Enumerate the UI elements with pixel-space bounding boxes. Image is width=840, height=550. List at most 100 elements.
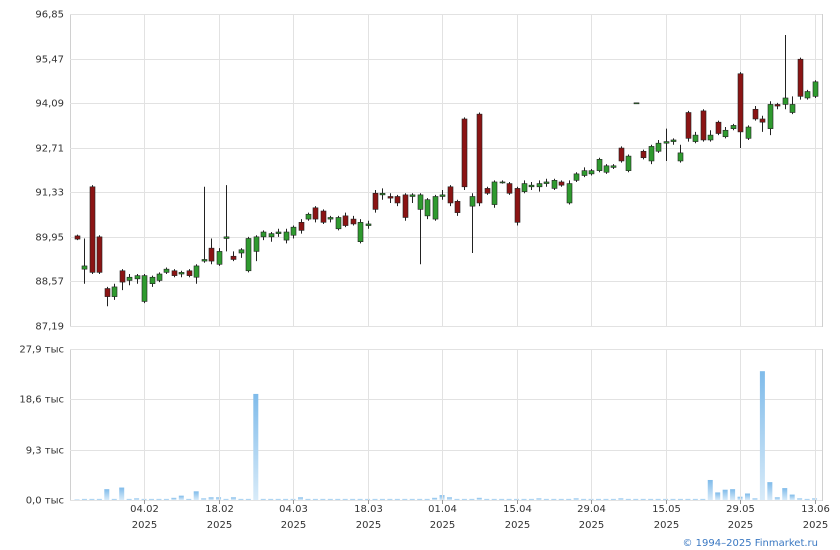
candle-body [268, 233, 275, 238]
volume-bar [812, 498, 818, 500]
volume-frame [70, 349, 823, 501]
volume-bar [618, 498, 624, 500]
candle-body [789, 104, 796, 113]
volume-bar [342, 498, 348, 500]
volume-bar [126, 498, 132, 500]
candle-body [491, 181, 498, 205]
volume-bar [476, 497, 482, 500]
volume-bar [745, 493, 750, 500]
x-tick-label: 15.05 2025 [652, 504, 681, 531]
volume-bar [640, 498, 646, 500]
volume-bar [379, 498, 385, 500]
candle-body [89, 186, 96, 273]
candle-body [745, 126, 752, 139]
volume-bar [804, 498, 810, 500]
candle-body [335, 217, 342, 230]
candle-body [432, 196, 439, 220]
volume-bar [134, 498, 140, 500]
candle-body [305, 213, 312, 220]
volume-bar [551, 498, 557, 500]
volume-bar [536, 498, 542, 500]
volume-bar [685, 498, 691, 500]
volume-bar [499, 498, 505, 500]
candle-body [424, 199, 431, 217]
x-tick-label: 18.02 2025 [205, 504, 234, 531]
volume-bar [253, 393, 259, 500]
candle-body [193, 265, 200, 278]
volume-bar [752, 498, 758, 500]
candle-body [797, 58, 804, 97]
y-tick-label: 89,95 [35, 233, 64, 244]
candle-body [230, 255, 237, 260]
candle-body [81, 265, 88, 270]
candle-body [439, 194, 446, 197]
volume-bar [409, 498, 415, 500]
candle-body [640, 150, 647, 159]
volume-bar [789, 494, 795, 500]
candle-body [812, 81, 819, 97]
candle-body [692, 134, 699, 142]
volume-bar [424, 498, 430, 500]
candle-body [223, 236, 230, 239]
price-frame [70, 14, 823, 327]
candle-body [312, 207, 319, 220]
volume-bar [320, 498, 326, 500]
candle-body [715, 121, 722, 134]
candle-body [514, 188, 521, 223]
volume-bar [454, 498, 460, 500]
candle-body [387, 196, 394, 199]
volume-bar [581, 498, 587, 500]
volume-bar [528, 498, 534, 500]
volume-bar [275, 498, 281, 500]
y-tick-label: 95,47 [35, 55, 64, 66]
candle-body [141, 275, 148, 302]
volume-bar [573, 498, 579, 500]
candle-body [298, 222, 305, 231]
candle-body [484, 188, 491, 194]
volume-bar [558, 498, 564, 500]
candle-body [357, 222, 364, 243]
y-tick-label: 18,6 тыс [19, 395, 64, 406]
volume-bar [365, 498, 371, 500]
volume-bar [208, 497, 214, 500]
candle-body [551, 180, 558, 189]
volume-bar [469, 498, 475, 500]
candle-body [126, 276, 133, 281]
candle-body [476, 113, 483, 204]
candle-body [707, 134, 714, 141]
candle-body [558, 181, 565, 186]
candle-body [186, 270, 193, 276]
candle-body [111, 286, 118, 297]
candle-body [216, 251, 223, 265]
candle-body [759, 118, 766, 123]
candle-body [774, 104, 781, 107]
candle-body [752, 108, 759, 120]
candle-body [670, 139, 677, 142]
y-tick-label: 88,57 [35, 277, 64, 288]
candle-body [394, 196, 401, 204]
volume-bar [767, 482, 773, 500]
candle-body [618, 147, 625, 162]
candle-body [283, 231, 290, 241]
volume-bar [178, 495, 184, 500]
volume-bar [163, 498, 169, 500]
volume-bar [521, 498, 527, 500]
candle-body [379, 192, 386, 196]
volume-bar [596, 498, 601, 500]
volume-bar [156, 498, 162, 500]
volume-bar [603, 498, 609, 500]
copyright: © 1994–2025 Finmarket.ru [682, 538, 818, 549]
candle-body [767, 104, 774, 129]
volume-bar [96, 498, 102, 500]
candle-body [320, 210, 327, 223]
x-tick-label: 04.02 2025 [130, 504, 159, 531]
volume-bar [797, 498, 803, 500]
candle-body [290, 226, 297, 236]
candle-body [596, 159, 603, 171]
candle-body [521, 183, 528, 192]
volume-bar [447, 497, 452, 500]
candle-body [506, 183, 513, 194]
candle-body [238, 249, 245, 254]
